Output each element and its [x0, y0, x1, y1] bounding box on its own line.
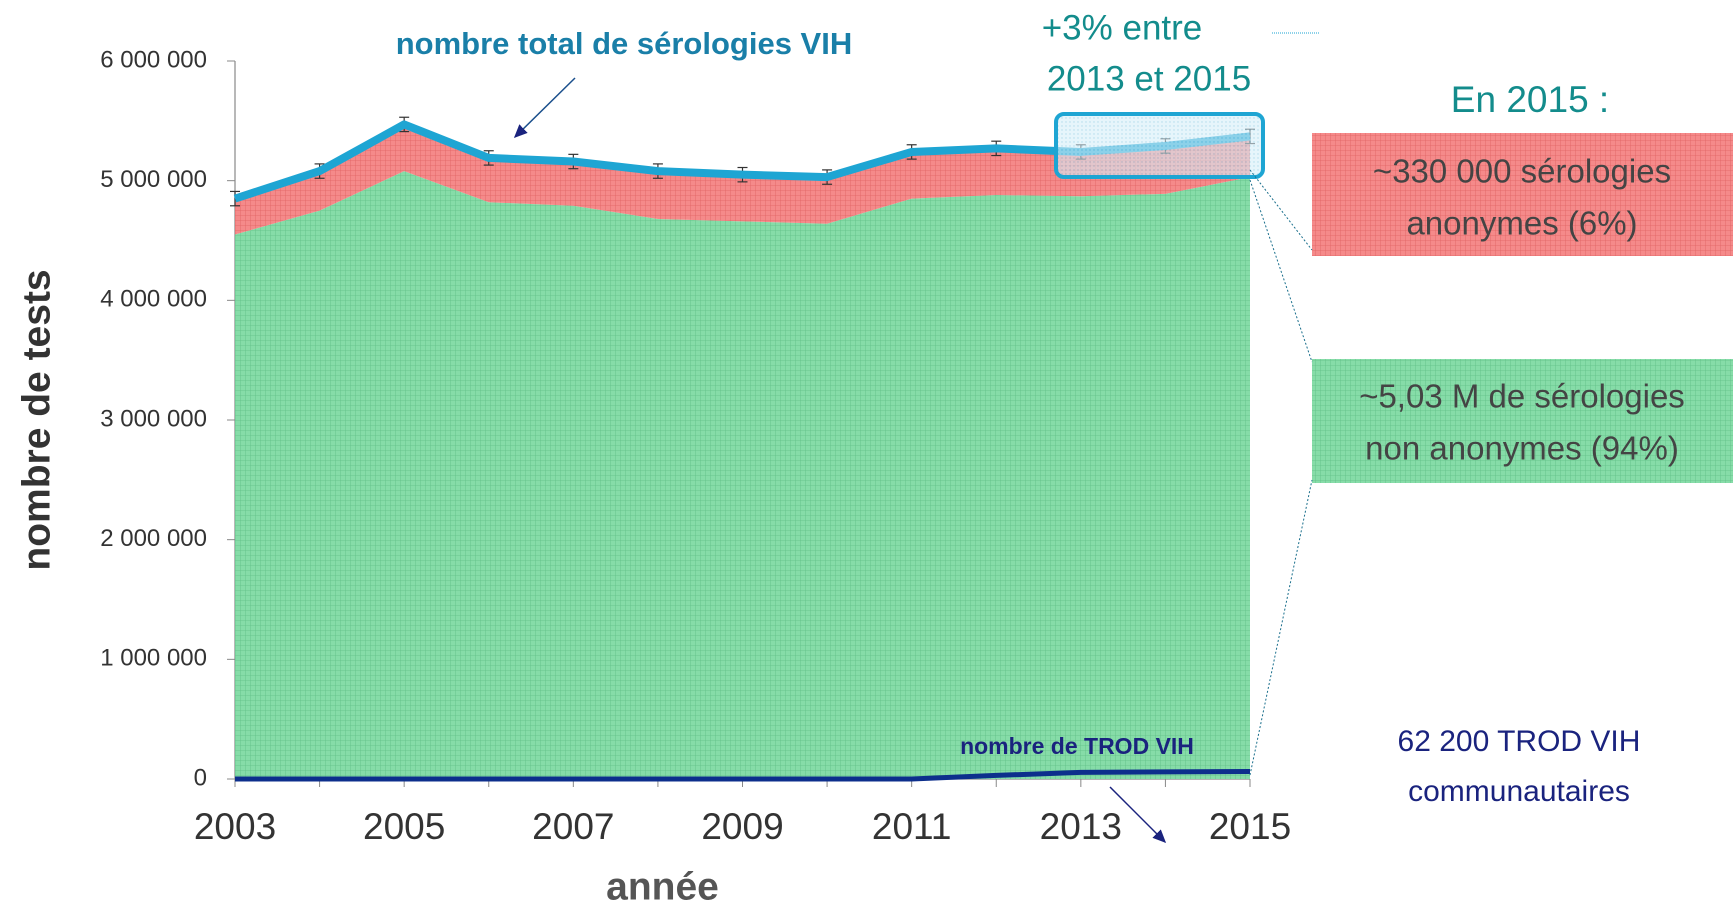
- side-note: ~330 000 sérologies: [1373, 153, 1671, 190]
- arrow: [513, 77, 576, 139]
- annotation: +3% entre: [1042, 8, 1203, 47]
- y-tick-label: 4 000 000: [100, 286, 207, 313]
- arrow: [1109, 786, 1167, 844]
- dotted-line: [1249, 169, 1313, 251]
- highlight-box: [1054, 112, 1265, 179]
- y-axis-label: nombre de tests: [15, 269, 58, 570]
- x-tick-label: 2011: [872, 806, 952, 847]
- y-tick-label: 2 000 000: [100, 525, 207, 552]
- anon-box: [1312, 133, 1733, 256]
- dotted-line: [1249, 179, 1313, 363]
- y-tick-label: 5 000 000: [100, 166, 207, 193]
- x-tick-label: 2005: [363, 806, 445, 847]
- annotation: nombre de TROD VIH: [960, 733, 1194, 759]
- y-tick-label: 0: [194, 764, 207, 791]
- x-axis-label: année: [606, 865, 719, 908]
- x-tick-label: 2015: [1209, 806, 1291, 847]
- annotation: 2013 et 2015: [1047, 59, 1251, 98]
- dotted-line: [1249, 479, 1313, 776]
- annotation: nombre total de sérologies VIH: [396, 26, 852, 61]
- annotations: nombre total de sérologies VIH +3% entre…: [396, 8, 1733, 844]
- y-tick-label: 1 000 000: [100, 645, 207, 672]
- nonanon-box: [1312, 359, 1733, 483]
- x-tick-label: 2013: [1040, 806, 1122, 847]
- side-note: 62 200 TROD VIH: [1398, 725, 1641, 758]
- side-note: anonymes (6%): [1406, 205, 1637, 242]
- y-tick-label: 6 000 000: [100, 46, 207, 73]
- side-title: En 2015 :: [1451, 79, 1609, 120]
- area: [235, 171, 1250, 780]
- line: [235, 769, 1251, 782]
- y-tick-label: 3 000 000: [100, 405, 207, 432]
- plot: 0 1 000 000 2 000 000 3 000 000 4 000 000 5 0…: [15, 46, 1291, 908]
- x-tick-label: 2009: [701, 806, 783, 847]
- side-note: ~5,03 M de sérologies: [1359, 378, 1685, 415]
- side-note: non anonymes (94%): [1365, 430, 1679, 467]
- side-note: communautaires: [1408, 775, 1630, 808]
- x-tick-label: 2003: [194, 806, 276, 847]
- x-tick-label: 2007: [532, 806, 614, 847]
